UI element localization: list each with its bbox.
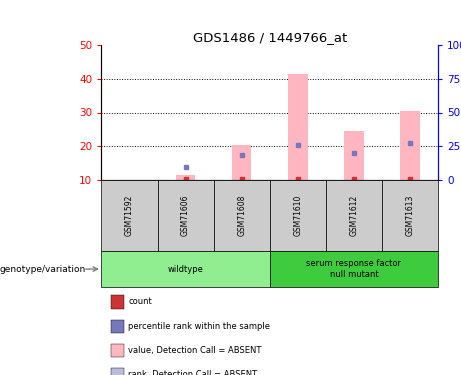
Bar [344,131,364,180]
Bar [288,74,307,180]
Text: GSM71612: GSM71612 [349,195,358,236]
Text: rank, Detection Call = ABSENT: rank, Detection Call = ABSENT [128,370,257,375]
Text: wildtype: wildtype [168,265,203,274]
Text: genotype/variation: genotype/variation [0,265,86,274]
Text: GSM71610: GSM71610 [293,195,302,236]
Title: GDS1486 / 1449766_at: GDS1486 / 1449766_at [193,31,347,44]
Text: GSM71613: GSM71613 [405,195,414,236]
Text: GSM71608: GSM71608 [237,195,246,236]
Text: GSM71606: GSM71606 [181,195,190,236]
Bar [232,145,251,180]
Text: value, Detection Call = ABSENT: value, Detection Call = ABSENT [128,346,261,355]
Bar [400,111,420,180]
Text: percentile rank within the sample: percentile rank within the sample [128,322,270,331]
Bar [176,175,195,180]
Text: serum response factor
null mutant: serum response factor null mutant [306,260,402,279]
Text: GSM71592: GSM71592 [125,195,134,236]
Text: count: count [128,297,152,306]
